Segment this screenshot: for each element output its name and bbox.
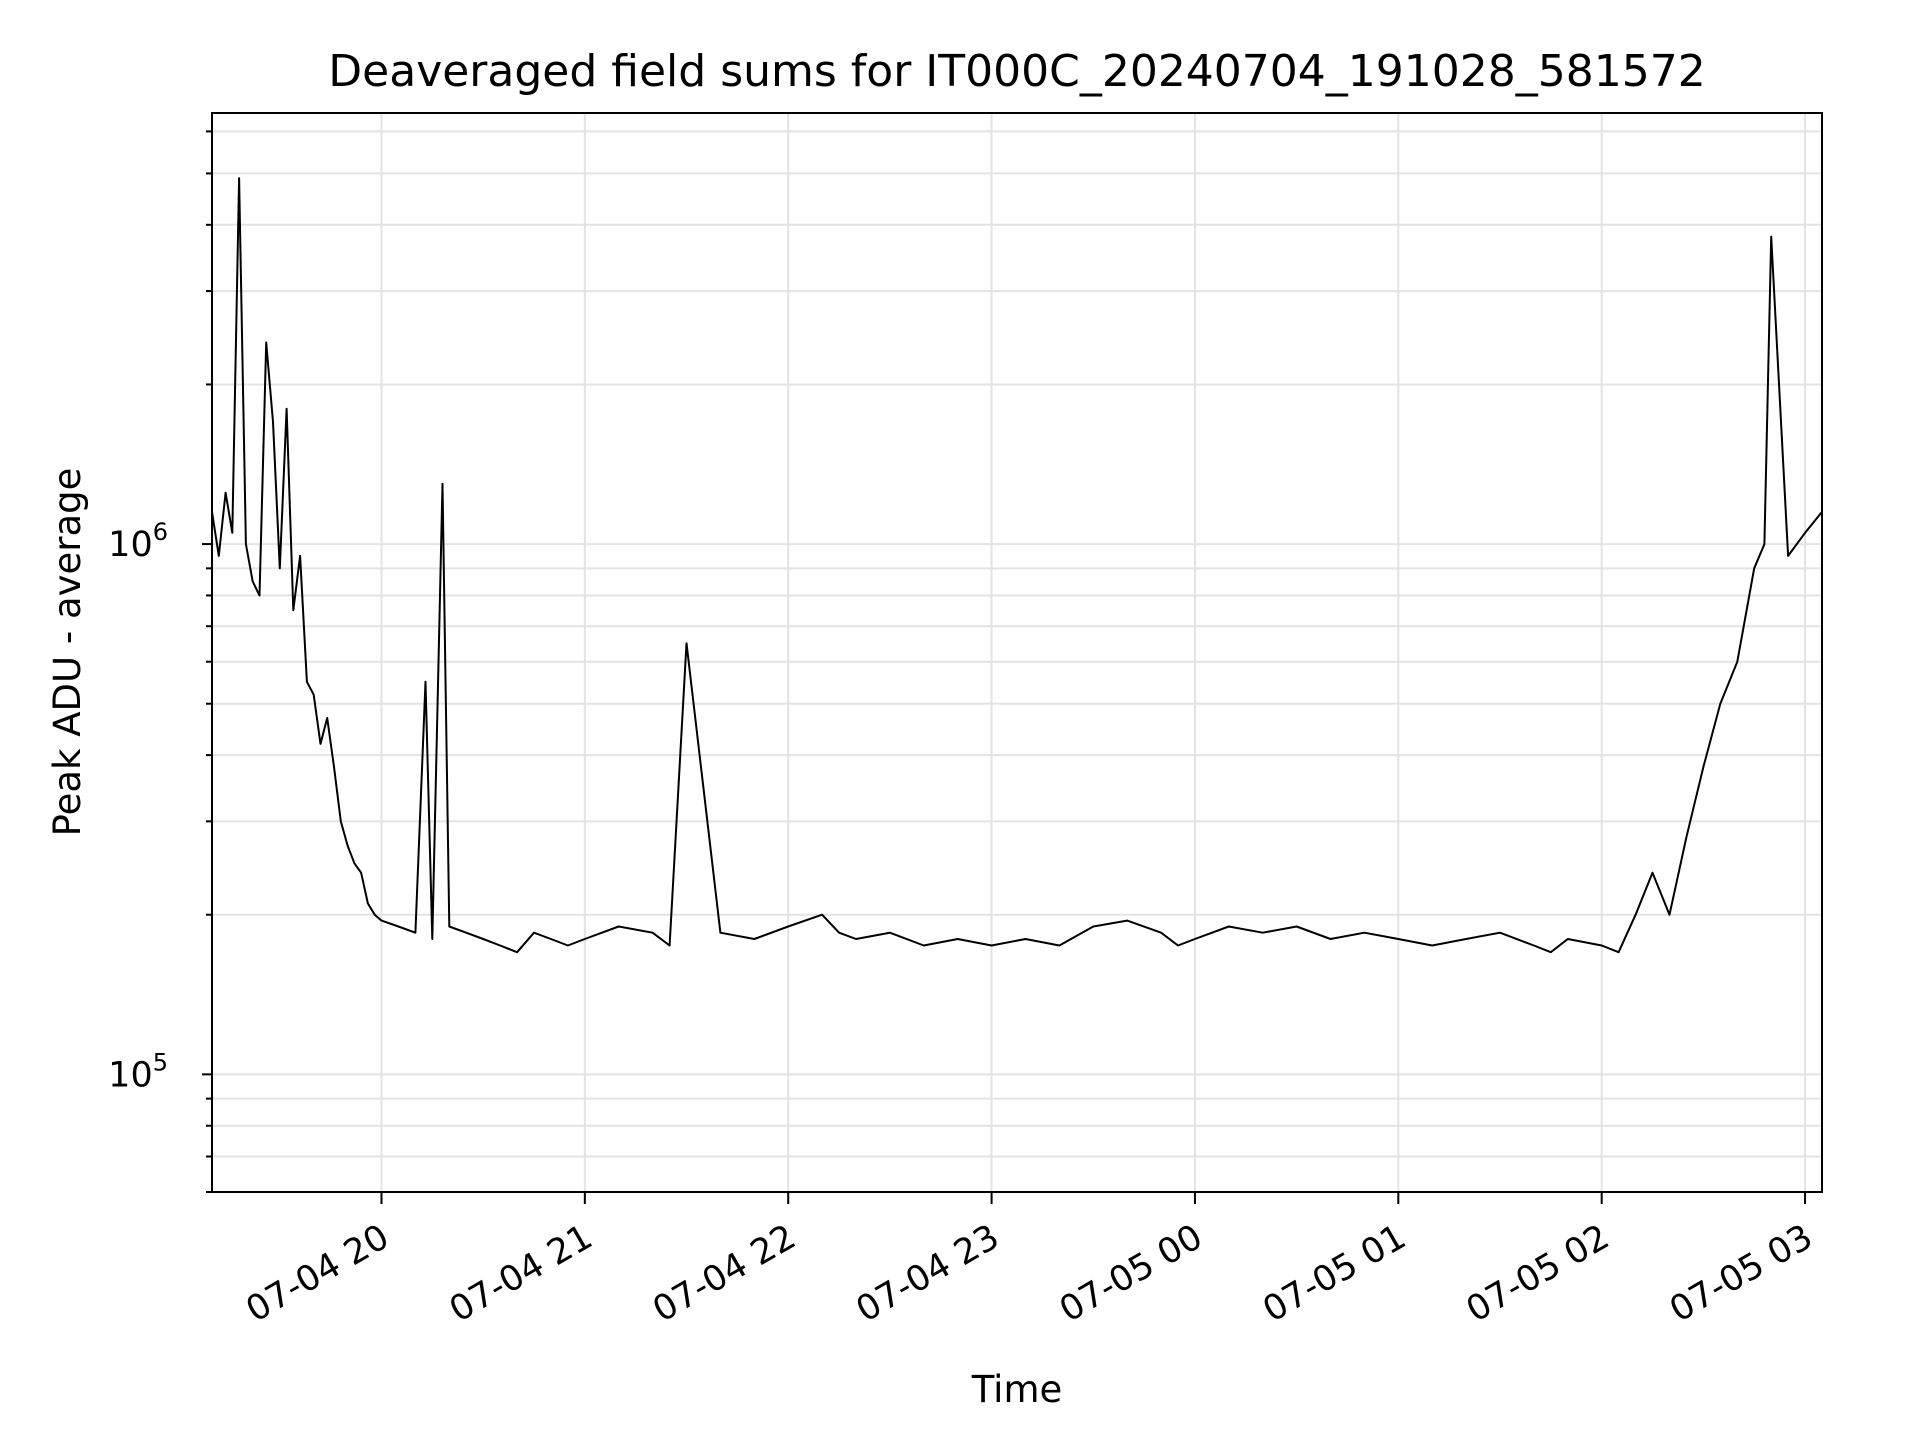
series-line [211,177,1823,954]
plot-frame [211,112,1823,1193]
y-axis-ticks: 105 106 [108,130,212,1193]
x-axis-label: Time [971,1368,1063,1411]
y-axis-label: Peak ADU - average [46,468,89,837]
x-tick-label: 07-04 22 [646,1217,802,1330]
x-tick-label: 07-04 23 [850,1217,1006,1330]
x-tick-label: 07-04 21 [443,1217,599,1330]
y-tick-label: 105 [108,1048,168,1095]
x-tick-label: 07-05 03 [1663,1217,1819,1330]
x-tick-label: 07-05 01 [1257,1217,1413,1330]
x-tick-label: 07-05 00 [1053,1217,1209,1330]
chart-title: Deaveraged field sums for IT000C_2024070… [328,46,1705,97]
x-axis-ticks: 07-04 20 07-04 21 07-04 22 07-04 23 07-05 00… [240,1192,1820,1330]
y-tick-label: 106 [108,518,168,565]
grid-lines [212,113,1822,1193]
series-layer [211,177,1823,954]
x-tick-label: 07-05 02 [1460,1217,1616,1330]
x-tick-label: 07-04 20 [240,1217,396,1330]
